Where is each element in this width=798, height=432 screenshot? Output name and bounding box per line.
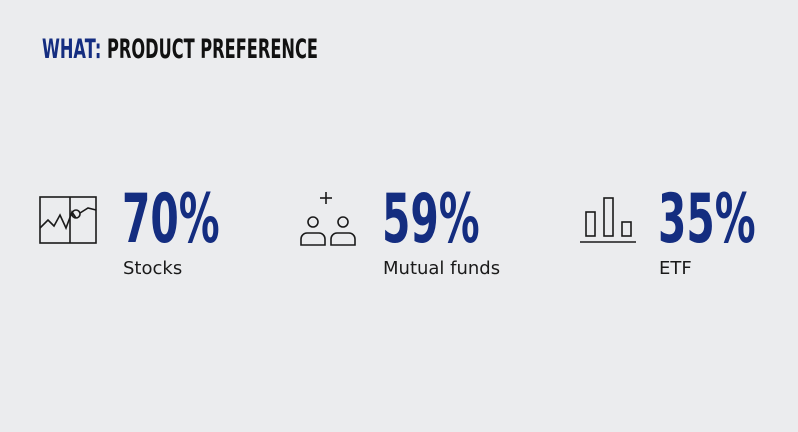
- title: WHAT: PRODUCT PREFERENCE: [42, 36, 318, 63]
- stat-label: Stocks: [123, 258, 183, 279]
- stat-label: ETF: [659, 258, 692, 279]
- stat-value: 35%: [658, 180, 756, 259]
- stat-value: 59%: [382, 180, 480, 259]
- stat-label: Mutual funds: [383, 258, 501, 279]
- stocks-icon: [39, 196, 97, 244]
- stat-value: 70%: [122, 180, 220, 259]
- title-text: PRODUCT PREFERENCE: [106, 34, 318, 65]
- title-prefix: WHAT:: [42, 34, 102, 65]
- etf-icon: [580, 197, 636, 243]
- mutual-funds-icon: [300, 192, 356, 246]
